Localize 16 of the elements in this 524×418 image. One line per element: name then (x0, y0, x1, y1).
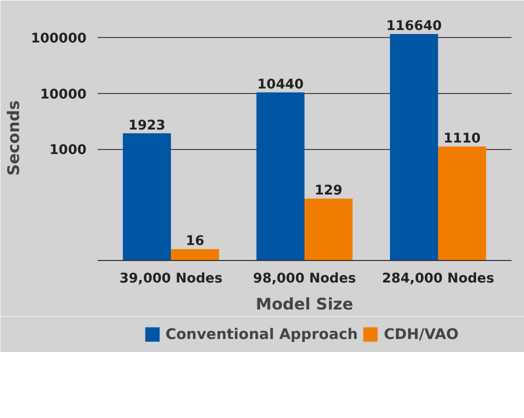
data-label: 129 (314, 184, 342, 199)
data-label: 1110 (444, 132, 481, 147)
x-tick-label: 284,000 Nodes (382, 272, 494, 286)
y-tick-label: 1000 (49, 143, 87, 158)
x-axis-title: Model Size (256, 294, 354, 314)
x-tick-label: 98,000 Nodes (253, 272, 356, 286)
legend-label: CDH/VAO (384, 326, 459, 342)
legend-label: Conventional Approach (165, 326, 358, 342)
x-tick-label: 39,000 Nodes (120, 272, 222, 286)
data-label: 10440 (257, 77, 304, 92)
data-label: 1923 (128, 118, 166, 134)
data-label: 116640 (386, 18, 442, 34)
y-tick-label: 10000 (40, 87, 87, 102)
data-label: 16 (186, 234, 204, 250)
y-tick-label: 100000 (30, 32, 87, 47)
y-axis-title: Seconds (4, 100, 23, 176)
